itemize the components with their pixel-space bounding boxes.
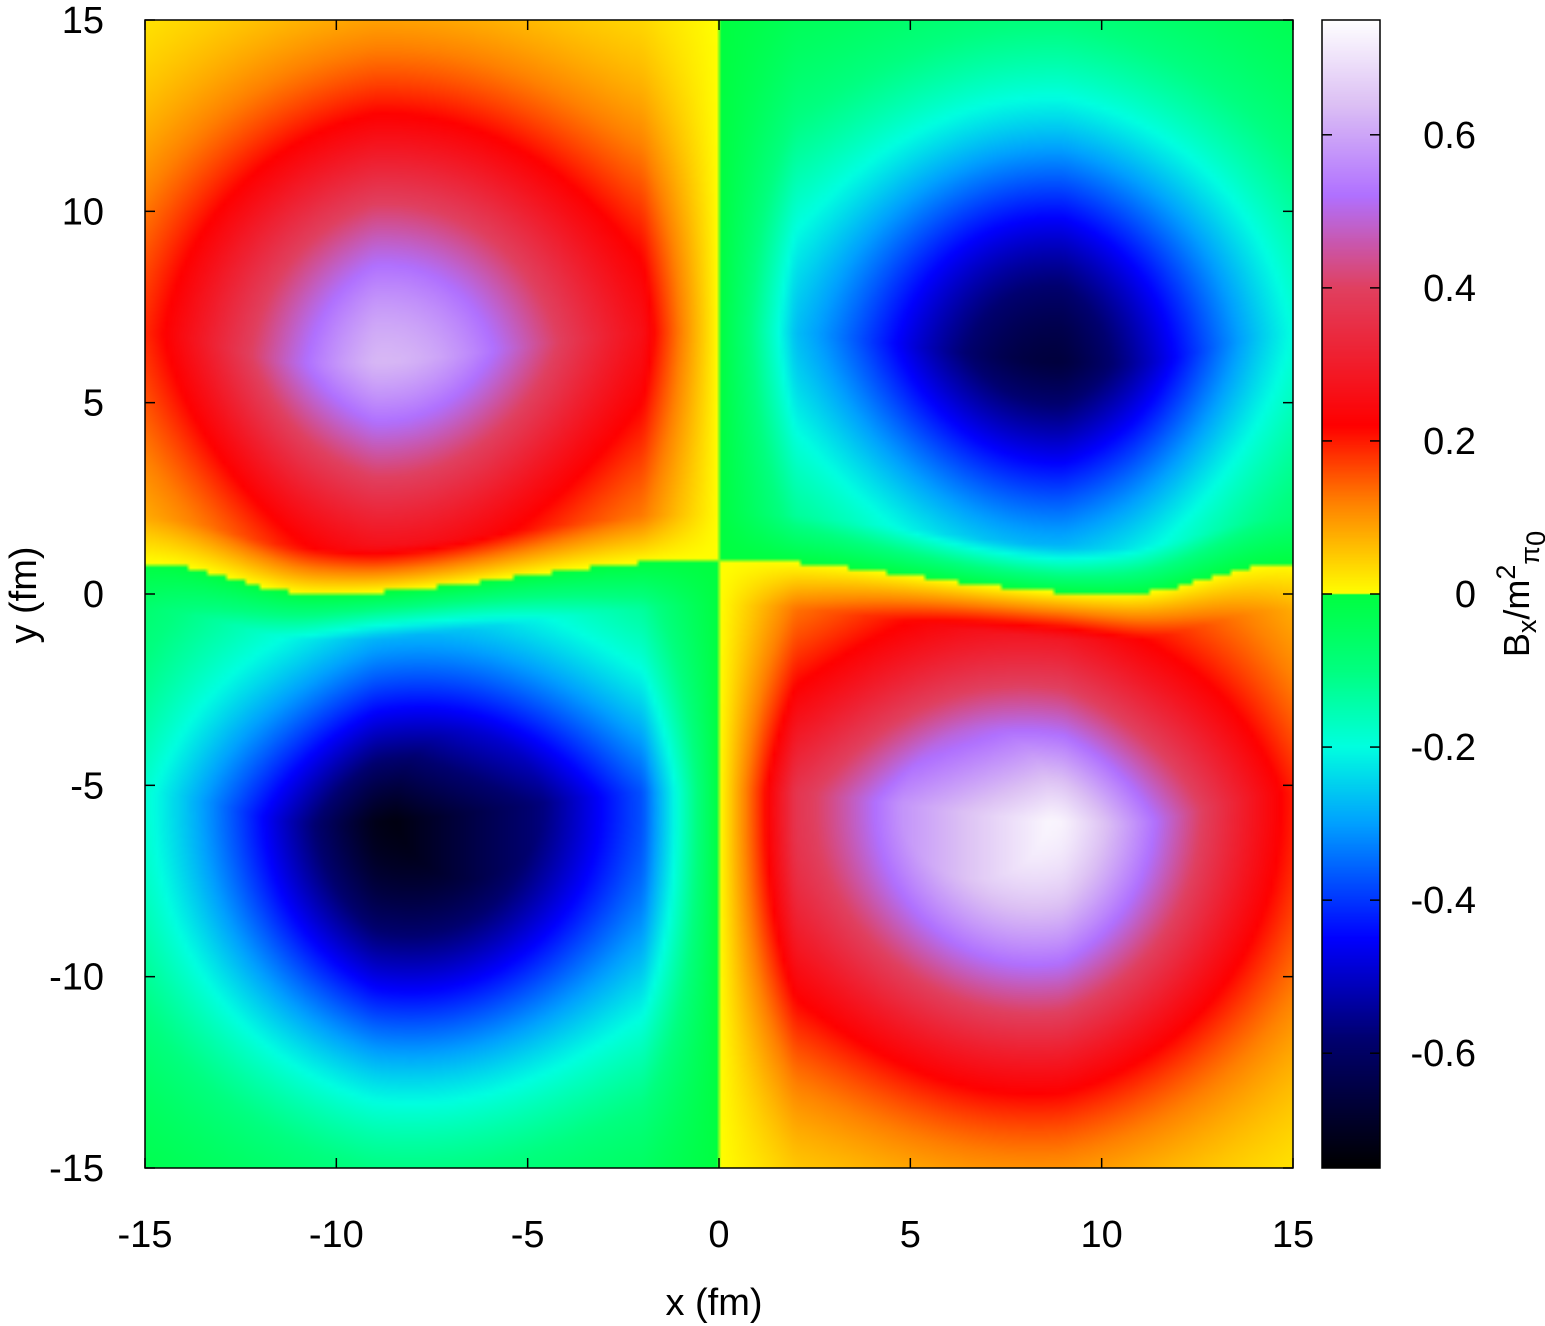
colorbar-title-mid: /m xyxy=(1496,580,1537,620)
y-tick-label: 10 xyxy=(62,191,104,233)
y-tick-label: -5 xyxy=(70,765,104,807)
y-axis-title: y (fm) xyxy=(3,546,45,643)
y-tick-label: -10 xyxy=(49,957,104,999)
y-tick-label: -15 xyxy=(49,1148,104,1190)
y-tick-label: 15 xyxy=(62,0,104,42)
x-tick-label: -10 xyxy=(309,1214,364,1256)
colorbar-tick-label: 0.2 xyxy=(1423,421,1476,463)
x-tick-label: 15 xyxy=(1272,1214,1314,1256)
x-axis-title: x (fm) xyxy=(665,1282,762,1324)
heatmap-plot-area xyxy=(144,19,1294,1169)
colorbar-tick-label: -0.6 xyxy=(1411,1033,1476,1075)
colorbar-title-main: B xyxy=(1496,633,1537,657)
colorbar-tick-label: 0.6 xyxy=(1423,115,1476,157)
colorbar-ticks: -0.6 -0.4 -0.2 0 0.2 0.4 0.6 xyxy=(1322,115,1476,1075)
x-tick-label: 10 xyxy=(1081,1214,1123,1256)
y-tick-label: 5 xyxy=(83,383,104,425)
x-tick-label: -15 xyxy=(118,1214,173,1256)
colorbar-tick-label: -0.4 xyxy=(1411,880,1476,922)
colorbar-title-sup: 2 xyxy=(1491,565,1521,580)
colorbar-tick-label: 0.4 xyxy=(1423,268,1476,310)
x-tick-label: 0 xyxy=(708,1214,729,1256)
colorbar-tick-label: -0.2 xyxy=(1411,727,1476,769)
heatmap-field xyxy=(145,20,1293,1168)
y-tick-label: 0 xyxy=(83,574,104,616)
x-axis: -15 -10 -5 0 5 10 15 xyxy=(118,20,1314,1256)
colorbar-title: Bx/m2π0 xyxy=(1491,531,1545,657)
y-axis: -15 -10 -5 0 5 10 15 xyxy=(49,0,1293,1190)
colorbar-title-sub-pi: π xyxy=(1515,546,1545,565)
x-tick-label: 5 xyxy=(900,1214,921,1256)
colorbar-tick-label: 0 xyxy=(1455,574,1476,616)
x-tick-label: -5 xyxy=(511,1214,545,1256)
colorbar: -0.6 -0.4 -0.2 0 0.2 0.4 0.6 xyxy=(1321,19,1476,1169)
colorbar-title-sub-0: 0 xyxy=(1521,531,1545,546)
colorbar-title-sub-x: x xyxy=(1512,619,1542,633)
